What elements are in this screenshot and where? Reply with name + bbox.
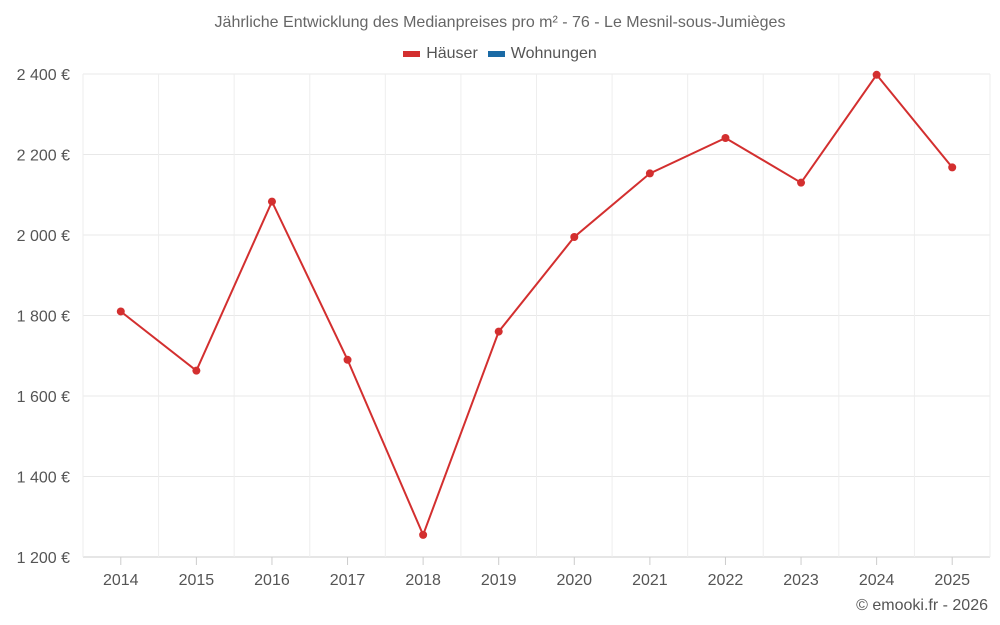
y-tick-label: 1 200 € — [17, 550, 70, 567]
x-tick-label: 2015 — [179, 572, 215, 589]
data-point — [797, 178, 806, 187]
data-point — [192, 366, 201, 375]
y-tick-label: 1 400 € — [17, 470, 70, 487]
legend-swatch-haeuser — [403, 51, 421, 57]
series-line-0 — [120, 73, 953, 538]
x-tick-label: 2017 — [330, 572, 366, 589]
chart-title: Jährliche Entwicklung des Medianpreises … — [214, 14, 786, 31]
x-tick-label: 2016 — [254, 572, 290, 589]
y-tick-label: 2 000 € — [17, 228, 70, 245]
chart-legend: Häuser Wohnungen — [0, 45, 1000, 63]
x-tick-label: 2021 — [632, 572, 668, 589]
legend-item-haeuser[interactable]: Häuser — [403, 45, 478, 63]
x-tick-label: 2022 — [708, 572, 744, 589]
y-tick-label: 2 400 € — [17, 67, 70, 84]
data-point — [494, 327, 503, 336]
x-tick-label: 2014 — [103, 572, 139, 589]
x-tick-label: 2025 — [934, 572, 970, 589]
legend-swatch-wohnungen — [487, 51, 505, 57]
y-tick-label: 1 600 € — [17, 389, 70, 406]
data-point — [116, 307, 125, 316]
credit-text: © emooki.fr - 2026 — [856, 597, 988, 614]
data-point — [419, 530, 428, 539]
data-point — [721, 133, 730, 142]
x-tick-label: 2020 — [556, 572, 592, 589]
data-point — [343, 355, 352, 364]
x-tick-label: 2019 — [481, 572, 517, 589]
legend-item-wohnungen[interactable]: Wohnungen — [487, 45, 597, 63]
data-point — [267, 197, 276, 206]
x-tick-label: 2018 — [405, 572, 441, 589]
legend-label-wohnungen: Wohnungen — [510, 45, 597, 62]
y-tick-label: 2 200 € — [17, 148, 70, 165]
y-tick-label: 1 800 € — [17, 309, 70, 326]
data-point — [948, 163, 957, 172]
data-point — [570, 233, 579, 242]
data-point — [645, 169, 654, 178]
legend-label-haeuser: Häuser — [426, 45, 478, 62]
x-tick-label: 2023 — [783, 572, 819, 589]
data-point — [872, 70, 881, 79]
x-tick-label: 2024 — [859, 572, 895, 589]
